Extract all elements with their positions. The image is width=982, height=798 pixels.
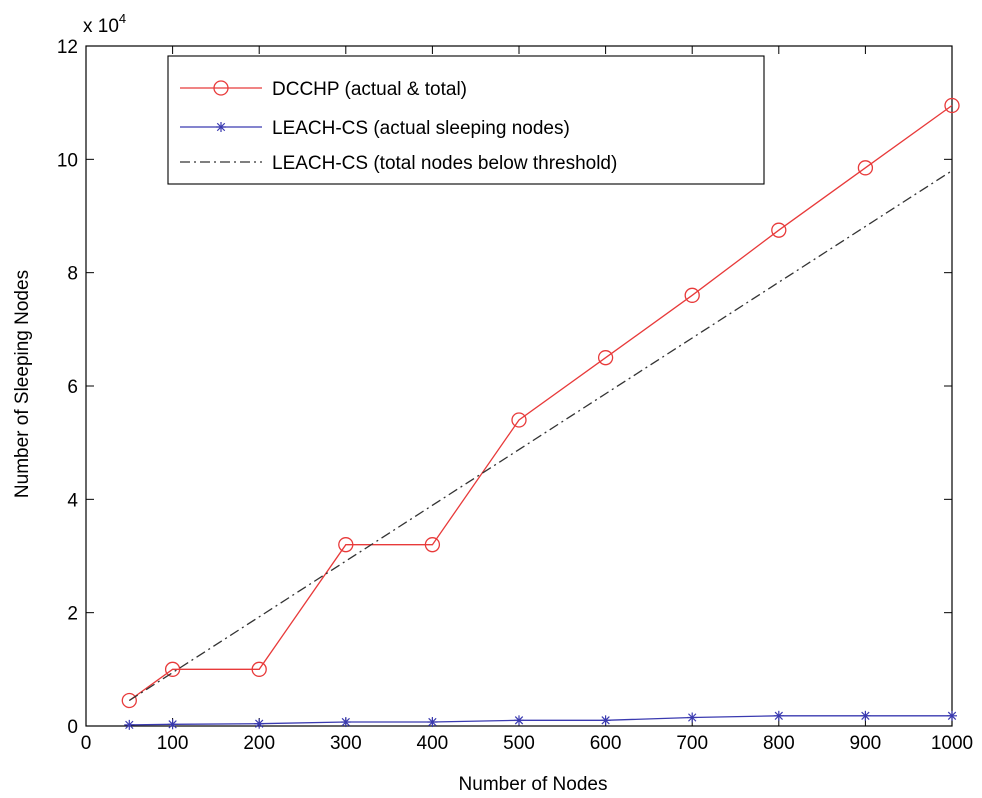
legend-entry: DCCHP (actual & total) — [180, 79, 467, 100]
data-point-star — [254, 718, 265, 729]
star-stroke — [125, 720, 134, 730]
star-stroke — [861, 711, 870, 720]
data-point-star — [167, 719, 178, 730]
y-axis: 0 2 4 6 8 10 12 — [57, 37, 952, 738]
legend-entry: LEACH-CS (actual sleeping nodes) — [180, 118, 570, 139]
y-exponent-power: 4 — [119, 11, 126, 26]
y-tick-label: 0 — [67, 717, 78, 738]
star-stroke — [168, 720, 177, 729]
data-point-circle — [857, 160, 874, 176]
y-tick-label: 4 — [67, 490, 78, 511]
data-point-circle — [251, 661, 267, 677]
star-stroke — [216, 122, 226, 132]
x-tick-label: 600 — [590, 733, 622, 754]
y-tick-label: 6 — [67, 377, 78, 398]
x-tick-label: 700 — [676, 733, 708, 754]
data-point-star — [514, 715, 524, 726]
y-axis-title: Number of Sleeping Nodes — [12, 270, 33, 498]
data-point-circle — [338, 537, 354, 553]
x-axis-title: Number of Nodes — [459, 774, 608, 795]
y-tick-label: 8 — [67, 264, 78, 285]
legend-label: LEACH-CS (actual sleeping nodes) — [272, 118, 570, 139]
data-point-circle — [213, 80, 229, 96]
star-stroke — [688, 713, 697, 722]
data-point-circle — [511, 412, 527, 428]
y-exponent-label: x 104 — [83, 11, 126, 37]
data-point-circle — [597, 350, 614, 366]
data-point-circle — [121, 692, 137, 709]
series-3 — [128, 170, 953, 702]
x-tick-label: 0 — [81, 733, 92, 754]
data-point-circle — [164, 661, 181, 677]
x-tick-label: 800 — [763, 733, 795, 754]
series-2 — [124, 710, 957, 730]
star-stroke — [947, 711, 957, 720]
x-tick-label: 400 — [417, 733, 449, 754]
data-point-star — [947, 710, 957, 721]
legend-entry: LEACH-CS (total nodes below threshold) — [180, 153, 617, 174]
series-line — [128, 170, 953, 702]
series-line — [128, 104, 953, 702]
data-point-star — [687, 712, 698, 723]
series-1 — [121, 97, 960, 709]
y-tick-label: 12 — [57, 37, 78, 58]
y-tick-label: 10 — [57, 150, 78, 171]
data-point-circle — [424, 537, 441, 553]
data-point-star — [216, 122, 226, 132]
data-point-star — [340, 717, 351, 728]
star-stroke — [341, 717, 350, 727]
legend-box — [167, 55, 765, 185]
data-point-star — [427, 717, 438, 728]
series-layer — [121, 97, 960, 730]
star-stroke — [255, 719, 264, 728]
series-line — [129, 715, 952, 726]
x-tick-label: 100 — [157, 733, 189, 754]
data-point-star — [124, 719, 135, 730]
x-tick-label: 200 — [243, 733, 275, 754]
y-tick-label: 2 — [67, 604, 78, 625]
legend-label: LEACH-CS (total nodes below threshold) — [272, 153, 617, 174]
x-tick-label: 300 — [330, 733, 362, 754]
star-stroke — [601, 716, 610, 725]
legend-label: DCCHP (actual & total) — [272, 79, 467, 100]
star-stroke — [774, 711, 783, 720]
x-tick-label: 500 — [503, 733, 535, 754]
data-point-circle — [944, 97, 960, 114]
data-point-circle — [771, 222, 787, 238]
data-point-circle — [684, 287, 700, 303]
y-exponent-base: x 10 — [83, 16, 119, 37]
data-point-star — [773, 710, 784, 721]
data-point-star — [600, 715, 611, 726]
data-point-star — [860, 710, 871, 721]
x-tick-label: 1000 — [931, 733, 973, 754]
star-stroke — [428, 717, 437, 727]
legend: DCCHP (actual & total) LEACH-CS (actual s… — [167, 55, 765, 185]
star-stroke — [514, 716, 524, 725]
x-tick-label: 900 — [850, 733, 882, 754]
